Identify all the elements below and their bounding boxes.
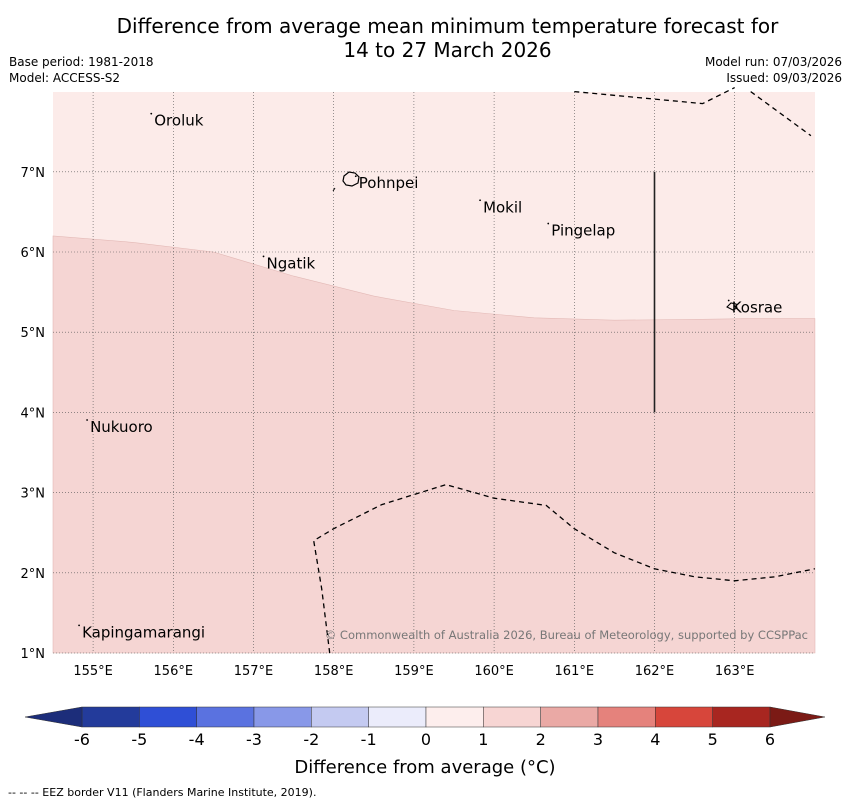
model-run-date: Model run: 07/03/2026 <box>704 55 842 69</box>
colorbar-title: Difference from average (°C) <box>294 757 556 778</box>
eez-border <box>312 483 816 654</box>
lat-tick-label: 1°N <box>21 647 46 662</box>
lat-tick-label: 2°N <box>21 567 46 582</box>
lon-tick-label: 162°E <box>635 664 675 679</box>
copyright-note: © Commonwealth of Australia 2026, Bureau… <box>325 628 808 642</box>
lon-tick-label: 161°E <box>555 664 595 679</box>
place-marker <box>150 112 153 115</box>
colorbar-segment <box>425 706 484 728</box>
colorbar-tick-label: 5 <box>707 730 718 749</box>
colorbar-tick-label: -1 <box>360 730 377 749</box>
colorbar-segment <box>483 706 541 728</box>
map-layers <box>52 92 816 654</box>
colorbar-tick-label: -6 <box>74 730 90 749</box>
place-marker <box>86 419 88 421</box>
lat-tick-label: 5°N <box>21 326 46 341</box>
map-axes: 155°E 156°E 157°E 158°E 159°E 160°E 161°E 162°E… <box>21 87 816 679</box>
colorbar-segment <box>81 706 140 728</box>
place-label-nukuoro: Nukuoro <box>90 418 153 436</box>
model-name: Model: ACCESS-S2 <box>9 71 121 85</box>
place-marker <box>78 624 80 627</box>
lon-tick-label: 157°E <box>234 664 274 679</box>
lat-tick-label: 3°N <box>21 487 46 502</box>
colorbar-tick-label: 0 <box>420 730 432 749</box>
place-marker <box>262 255 265 258</box>
colorbar-tick-label: 3 <box>592 730 604 749</box>
colorbar-segment <box>139 706 197 728</box>
lon-tick-label: 156°E <box>154 664 194 679</box>
eez-footnote: -- -- -- EEZ border V11 (Flanders Marine… <box>8 786 317 799</box>
lon-tick-label: 160°E <box>474 664 514 679</box>
colorbar-segment <box>368 706 427 728</box>
colorbar-segments <box>24 706 826 728</box>
colorbar-segment <box>712 706 771 728</box>
lon-tick-label: 163°E <box>715 664 755 679</box>
colorbar-tick-label: 1 <box>478 730 489 749</box>
chart-title-line1: Difference from average mean minimum tem… <box>116 14 779 38</box>
lon-tick-label: 159°E <box>394 664 434 679</box>
colorbar-tick-label: -3 <box>246 730 262 749</box>
pohnpei-island <box>342 171 360 187</box>
place-label-oroluk: Oroluk <box>154 112 203 130</box>
lat-tick-label: 6°N <box>21 246 46 261</box>
place-marker <box>547 222 550 225</box>
base-period: Base period: 1981-2018 <box>9 55 154 69</box>
lat-tick-label: 7°N <box>21 166 46 181</box>
place-marker <box>727 299 730 302</box>
colorbar-segment <box>655 706 713 728</box>
colorbar-tick-label: 2 <box>535 730 546 749</box>
eez-border <box>750 91 812 137</box>
colorbar-tick-label: 4 <box>650 730 661 749</box>
colorbar-segment <box>540 706 599 728</box>
place-marker <box>479 199 481 202</box>
colorbar-segment <box>196 706 255 728</box>
colorbar-tick-label: -2 <box>303 730 320 749</box>
colorbar-segment <box>311 706 369 728</box>
lat-tick-label: 4°N <box>21 406 46 421</box>
colorbar-segment <box>597 706 656 728</box>
place-label-kapingamarangi: Kapingamarangi <box>82 623 205 641</box>
kosrae-island <box>726 302 738 311</box>
issued-date: Issued: 09/03/2026 <box>726 71 842 85</box>
islet <box>332 187 336 192</box>
place-label-ngatik: Ngatik <box>267 254 316 272</box>
lon-tick-label: 158°E <box>314 664 354 679</box>
colorbar-segment <box>253 706 312 728</box>
colorbar-extend-high <box>769 706 826 728</box>
place-label-kosrae: Kosrae <box>732 299 783 317</box>
place-label-pohnpei: Pohnpei <box>359 174 419 192</box>
chart-title-line2: 14 to 27 March 2026 <box>343 38 552 62</box>
colorbar-tick-label: -5 <box>131 730 148 749</box>
colorbar-tick-label: -4 <box>188 730 205 749</box>
map-figure: 155°E 156°E 157°E 158°E 159°E 160°E 161°E 162°E… <box>21 87 816 679</box>
lon-tick-label: 155°E <box>73 664 113 679</box>
colorbar-tick-label: 6 <box>764 730 776 749</box>
eez-border <box>574 87 735 105</box>
place-label-pingelap: Pingelap <box>551 222 615 240</box>
place-marker <box>354 175 357 178</box>
place-label-mokil: Mokil <box>483 198 522 216</box>
colorbar-extend-low <box>24 706 83 728</box>
